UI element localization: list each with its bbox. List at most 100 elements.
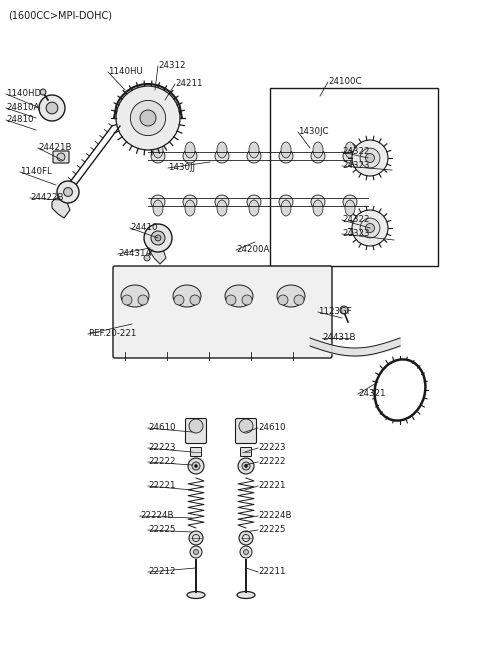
Circle shape	[244, 464, 248, 468]
Text: 24810A: 24810A	[6, 104, 39, 112]
Ellipse shape	[173, 285, 201, 307]
Circle shape	[40, 89, 46, 95]
Text: 24312: 24312	[158, 62, 185, 70]
Circle shape	[57, 181, 79, 203]
Text: 24410: 24410	[130, 223, 157, 233]
Circle shape	[188, 458, 204, 474]
Circle shape	[131, 101, 166, 135]
Text: 24421B: 24421B	[38, 143, 72, 152]
Ellipse shape	[279, 149, 293, 163]
Circle shape	[360, 148, 380, 168]
Ellipse shape	[343, 149, 357, 163]
Bar	[270, 88, 438, 266]
Circle shape	[189, 531, 203, 545]
Circle shape	[151, 231, 165, 245]
Text: 1140HD: 1140HD	[6, 89, 41, 99]
Circle shape	[46, 102, 58, 114]
Text: 22222: 22222	[148, 457, 176, 466]
FancyBboxPatch shape	[53, 151, 69, 163]
Ellipse shape	[311, 195, 325, 209]
Ellipse shape	[151, 195, 165, 209]
Text: 24322: 24322	[342, 148, 370, 156]
Ellipse shape	[215, 149, 229, 163]
Text: 1430JJ: 1430JJ	[168, 164, 195, 173]
Ellipse shape	[153, 142, 163, 158]
Text: 24610: 24610	[258, 424, 286, 432]
Circle shape	[174, 295, 184, 305]
Ellipse shape	[153, 200, 163, 216]
Ellipse shape	[225, 285, 253, 307]
Ellipse shape	[279, 195, 293, 209]
Circle shape	[242, 462, 250, 470]
FancyBboxPatch shape	[191, 447, 202, 457]
Ellipse shape	[185, 142, 195, 158]
FancyBboxPatch shape	[240, 447, 252, 457]
Polygon shape	[52, 198, 70, 218]
Text: 24100C: 24100C	[328, 78, 361, 87]
FancyBboxPatch shape	[113, 266, 332, 358]
Text: 22225: 22225	[148, 526, 176, 535]
Text: 24322: 24322	[342, 215, 370, 225]
Circle shape	[240, 546, 252, 558]
Text: 22221: 22221	[148, 482, 176, 491]
Ellipse shape	[313, 142, 323, 158]
FancyBboxPatch shape	[185, 419, 206, 443]
Circle shape	[155, 235, 161, 241]
Circle shape	[192, 462, 200, 470]
Ellipse shape	[311, 149, 325, 163]
Ellipse shape	[345, 200, 355, 216]
Ellipse shape	[249, 200, 259, 216]
Ellipse shape	[247, 195, 261, 209]
Ellipse shape	[185, 200, 195, 216]
Circle shape	[190, 546, 202, 558]
Text: 22211: 22211	[258, 568, 286, 576]
Text: 22223: 22223	[148, 443, 176, 453]
Circle shape	[360, 218, 380, 238]
Ellipse shape	[345, 142, 355, 158]
Circle shape	[365, 223, 374, 233]
Text: 22224B: 22224B	[258, 512, 291, 520]
Ellipse shape	[121, 285, 149, 307]
Ellipse shape	[281, 200, 291, 216]
Text: REF.20-221: REF.20-221	[88, 330, 136, 338]
Text: 24610: 24610	[148, 424, 176, 432]
Ellipse shape	[151, 149, 165, 163]
Text: 24321: 24321	[358, 390, 385, 399]
Polygon shape	[148, 244, 166, 264]
Circle shape	[190, 295, 200, 305]
Circle shape	[352, 210, 388, 246]
Ellipse shape	[237, 591, 255, 599]
Ellipse shape	[277, 285, 305, 307]
Circle shape	[278, 295, 288, 305]
Ellipse shape	[343, 195, 357, 209]
Circle shape	[194, 464, 197, 468]
Text: 24323: 24323	[342, 229, 370, 238]
Text: 22222: 22222	[258, 457, 286, 466]
Text: 24431A: 24431A	[118, 250, 151, 258]
Ellipse shape	[215, 195, 229, 209]
Text: 1430JC: 1430JC	[298, 127, 328, 137]
Text: 1140FL: 1140FL	[20, 168, 52, 177]
Text: 24422B: 24422B	[30, 194, 63, 202]
Text: (1600CC>MPI-DOHC): (1600CC>MPI-DOHC)	[8, 11, 112, 21]
Circle shape	[239, 419, 253, 433]
Ellipse shape	[217, 200, 227, 216]
Circle shape	[242, 295, 252, 305]
Ellipse shape	[187, 591, 205, 599]
Circle shape	[116, 86, 180, 150]
Ellipse shape	[313, 200, 323, 216]
Circle shape	[63, 188, 72, 196]
Circle shape	[239, 531, 253, 545]
Circle shape	[243, 549, 249, 555]
Text: 24211: 24211	[175, 79, 203, 89]
Text: 24431B: 24431B	[322, 334, 356, 342]
Text: 1140HU: 1140HU	[108, 68, 143, 76]
Circle shape	[189, 419, 203, 433]
Circle shape	[352, 140, 388, 176]
Text: 24323: 24323	[342, 162, 370, 171]
Circle shape	[140, 110, 156, 126]
Text: 1123GF: 1123GF	[318, 307, 352, 317]
Ellipse shape	[281, 142, 291, 158]
Text: 22224B: 22224B	[140, 512, 173, 520]
Text: 22225: 22225	[258, 526, 286, 535]
